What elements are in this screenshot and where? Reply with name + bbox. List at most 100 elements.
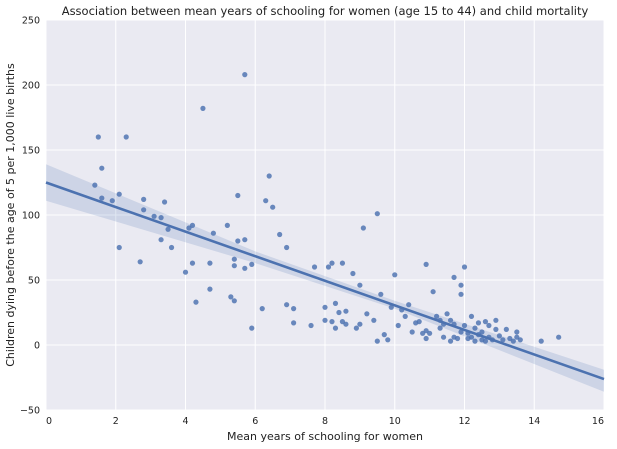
data-point bbox=[493, 317, 499, 323]
scatter-points bbox=[92, 72, 562, 344]
data-point bbox=[402, 313, 408, 319]
data-point bbox=[360, 225, 366, 231]
data-point bbox=[374, 211, 380, 217]
confidence-band-area bbox=[46, 164, 604, 392]
y-tick-label: 0 bbox=[34, 341, 40, 352]
data-point bbox=[99, 165, 105, 171]
data-point bbox=[357, 321, 363, 327]
data-point bbox=[168, 244, 175, 251]
data-point bbox=[116, 244, 122, 251]
data-point bbox=[437, 325, 443, 331]
data-point bbox=[482, 319, 489, 325]
data-point bbox=[291, 306, 297, 312]
data-point bbox=[416, 319, 422, 325]
data-point bbox=[503, 326, 509, 332]
data-point bbox=[350, 270, 356, 277]
x-tick-labels: 0 2 4 6 8 10 12 14 16 bbox=[46, 416, 604, 427]
data-point bbox=[109, 198, 115, 204]
data-point bbox=[458, 329, 464, 335]
x-tick-label: 8 bbox=[322, 416, 328, 427]
data-point bbox=[231, 263, 237, 269]
data-point bbox=[364, 311, 370, 317]
data-point bbox=[357, 282, 363, 288]
data-point bbox=[458, 291, 464, 297]
y-tick-label: 150 bbox=[22, 146, 40, 157]
data-point bbox=[447, 338, 454, 344]
data-point bbox=[517, 337, 523, 343]
data-point bbox=[434, 313, 440, 319]
data-point bbox=[472, 338, 478, 344]
data-point bbox=[123, 134, 129, 140]
data-point bbox=[406, 302, 412, 308]
data-point bbox=[468, 334, 475, 340]
data-point bbox=[423, 261, 429, 267]
data-point bbox=[468, 313, 475, 319]
data-point bbox=[444, 311, 450, 317]
data-point bbox=[182, 269, 189, 275]
data-point bbox=[472, 325, 478, 331]
y-tick-label: −50 bbox=[20, 406, 40, 417]
data-point bbox=[259, 306, 265, 312]
data-point bbox=[263, 198, 269, 204]
y-tick-labels: −50 0 50 100 150 200 250 bbox=[20, 16, 40, 417]
data-point bbox=[311, 264, 318, 270]
data-point bbox=[158, 237, 164, 243]
data-point bbox=[231, 298, 237, 304]
data-point bbox=[454, 335, 461, 342]
data-point bbox=[284, 302, 290, 308]
data-point bbox=[277, 231, 283, 238]
data-point bbox=[458, 282, 464, 288]
data-point bbox=[388, 304, 394, 310]
data-point bbox=[493, 326, 499, 332]
data-point bbox=[231, 256, 237, 262]
data-point bbox=[207, 286, 213, 292]
y-tick-label: 50 bbox=[28, 276, 40, 287]
data-point bbox=[353, 325, 359, 331]
y-tick-label: 100 bbox=[22, 211, 40, 222]
data-point bbox=[193, 299, 199, 305]
data-point bbox=[116, 191, 122, 197]
data-point bbox=[556, 334, 562, 340]
x-tick-label: 6 bbox=[252, 416, 258, 427]
y-axis-label: Children dying before the age of 5 per 1… bbox=[4, 63, 17, 367]
data-point bbox=[343, 308, 349, 314]
regression-line bbox=[45, 181, 605, 381]
data-point bbox=[510, 338, 516, 344]
data-point bbox=[249, 261, 255, 267]
data-point bbox=[228, 294, 234, 300]
data-point bbox=[427, 330, 433, 336]
data-point bbox=[385, 337, 391, 343]
data-point bbox=[339, 260, 346, 266]
y-tick-label: 200 bbox=[22, 81, 40, 92]
data-point bbox=[325, 264, 332, 270]
data-point bbox=[381, 332, 387, 338]
data-point bbox=[451, 274, 457, 280]
x-tick-label: 0 bbox=[46, 416, 52, 427]
data-point bbox=[291, 320, 297, 326]
data-point bbox=[99, 195, 105, 201]
y-tick-label: 250 bbox=[22, 16, 40, 27]
data-point bbox=[165, 226, 171, 232]
data-point bbox=[329, 319, 335, 325]
data-point bbox=[447, 317, 454, 323]
data-point bbox=[378, 291, 384, 297]
data-point bbox=[242, 237, 248, 243]
data-point bbox=[486, 322, 492, 329]
data-point bbox=[210, 230, 216, 236]
data-point bbox=[158, 215, 164, 221]
regression-line-group bbox=[45, 181, 605, 381]
data-point bbox=[189, 222, 196, 228]
data-point bbox=[409, 329, 415, 335]
data-point bbox=[332, 325, 339, 331]
data-point bbox=[479, 329, 485, 335]
data-point bbox=[461, 264, 468, 270]
data-point bbox=[189, 260, 196, 266]
chart-title: Association between mean years of school… bbox=[62, 4, 589, 18]
data-point bbox=[242, 72, 248, 78]
data-point bbox=[137, 259, 143, 265]
data-point bbox=[266, 173, 272, 179]
data-point bbox=[423, 335, 429, 342]
data-point bbox=[374, 338, 380, 344]
data-point bbox=[461, 322, 468, 329]
